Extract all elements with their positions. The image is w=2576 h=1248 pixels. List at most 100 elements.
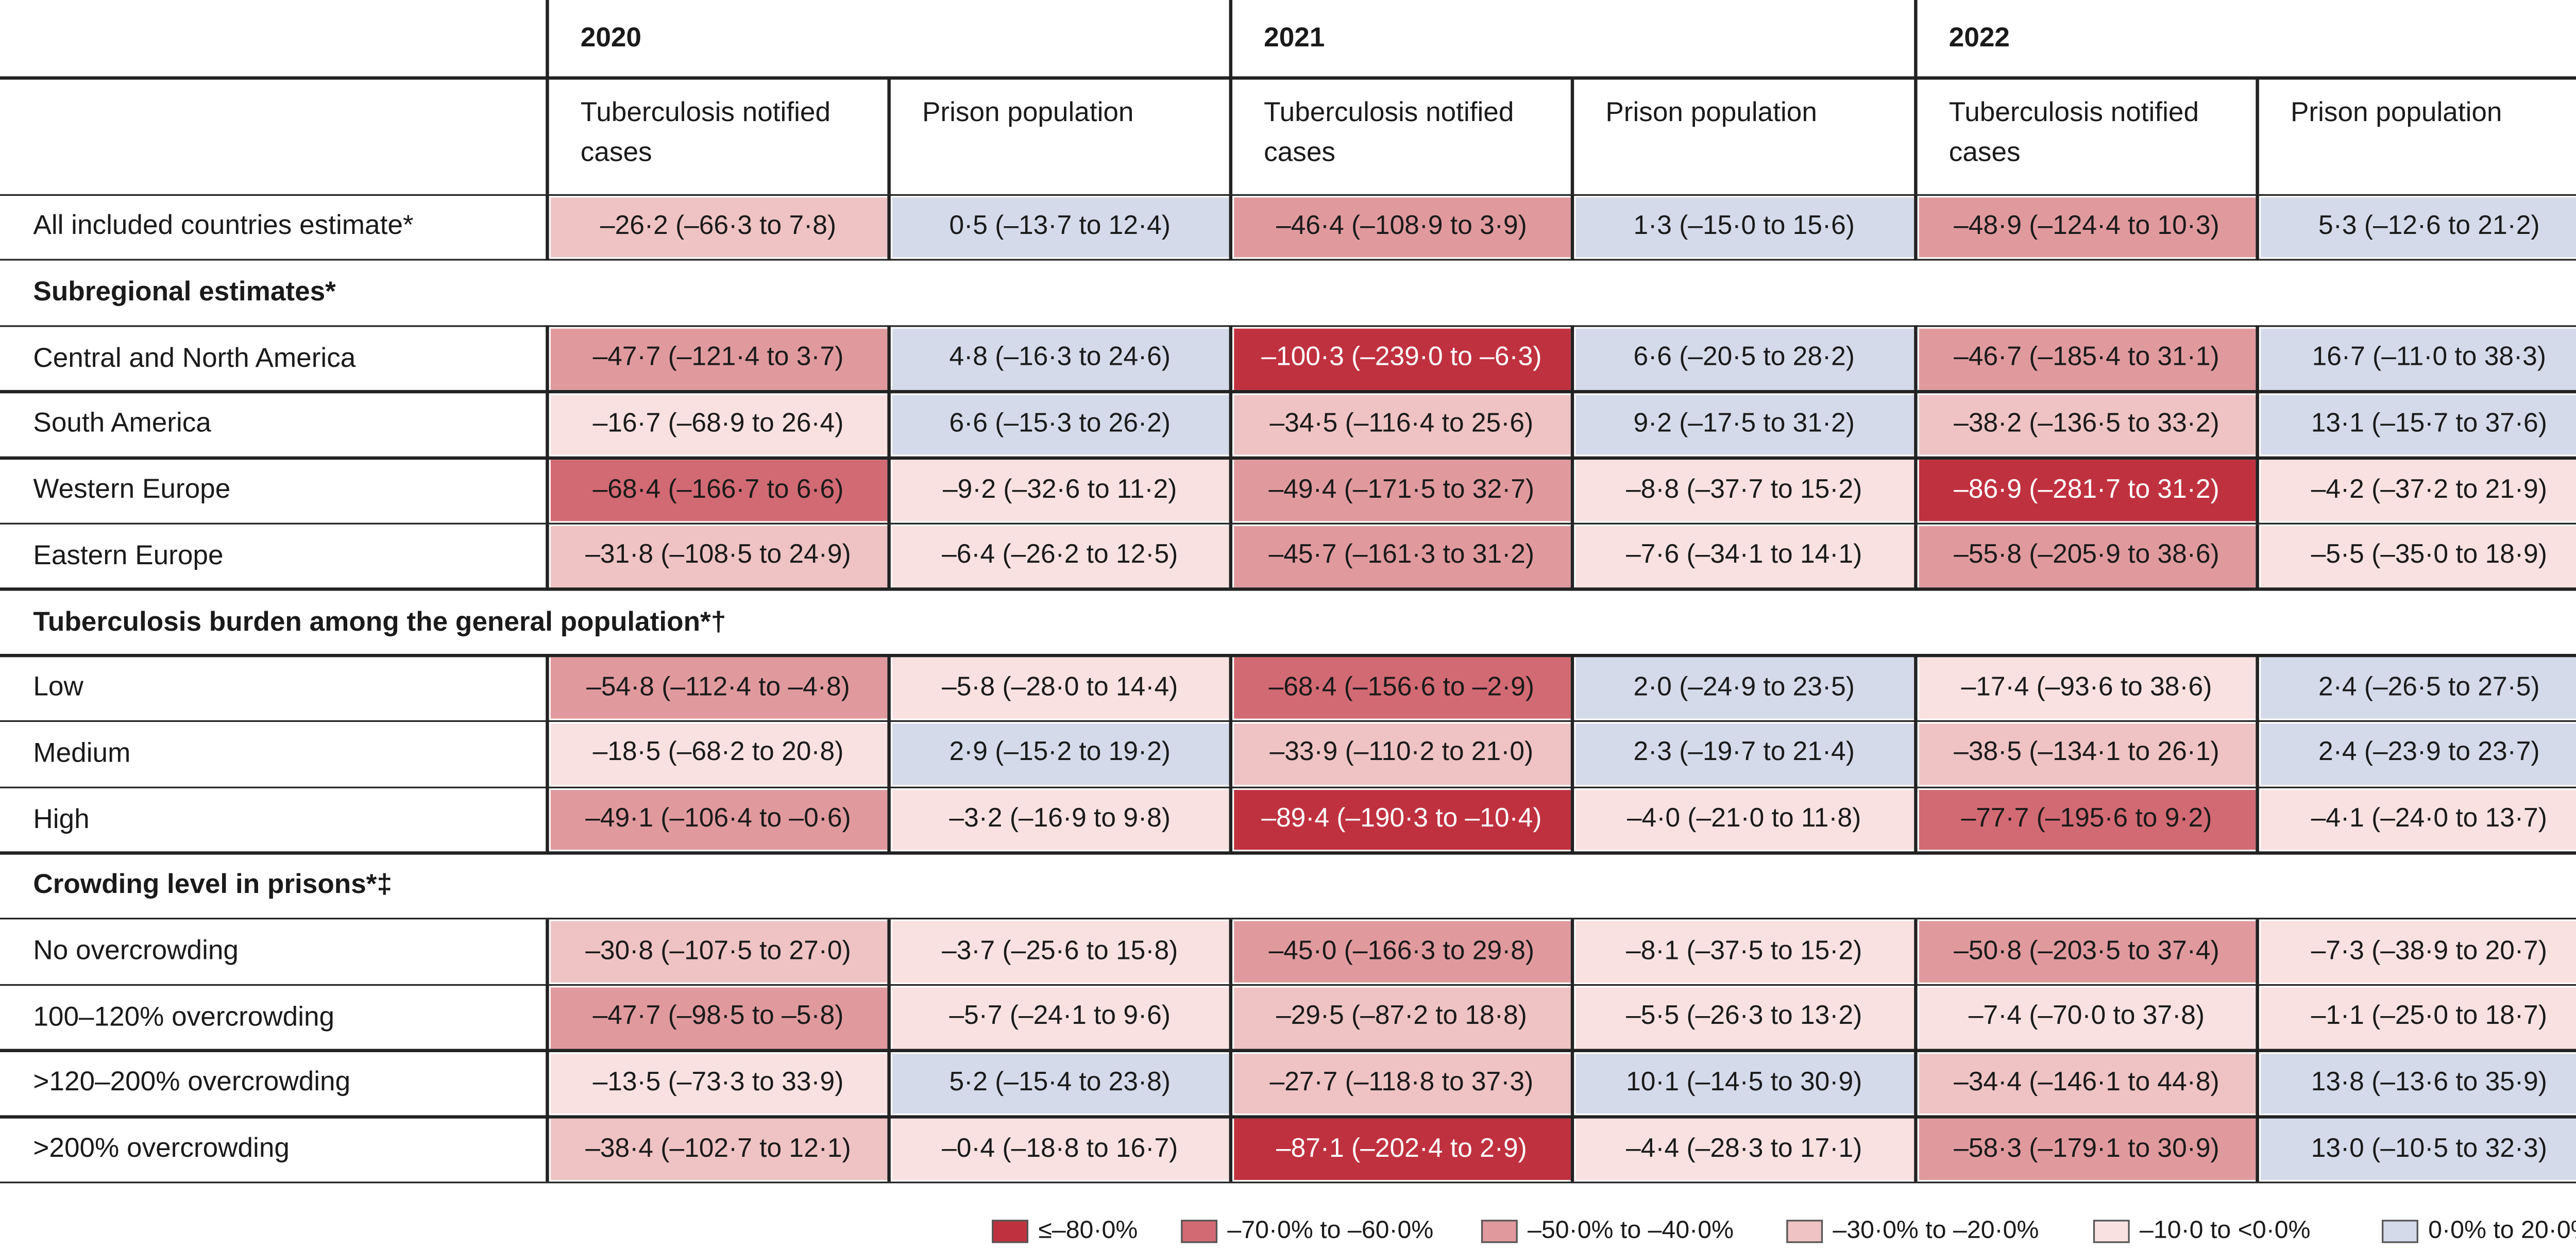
row-label: High	[33, 804, 90, 834]
column-border	[1914, 524, 1917, 589]
column-border	[1914, 194, 1917, 260]
value-cell: –7·6 (–34·1 to 14·1)	[1574, 526, 1913, 587]
column-border	[888, 919, 891, 985]
value-cell: –5·5 (–26·3 to 13·2)	[1574, 987, 1913, 1049]
value-cell: –27·7 (–118·8 to 37·3)	[1233, 1053, 1570, 1115]
row-border	[0, 588, 2576, 591]
column-border	[888, 458, 891, 524]
year-header: 2020	[580, 23, 641, 54]
column-border	[546, 78, 549, 194]
year-header: 2021	[1264, 23, 1325, 54]
column-header: Tuberculosis notified cases	[1264, 98, 1514, 168]
value-cell: –26·2 (–66·3 to 7·8)	[550, 196, 887, 258]
column-border	[2256, 655, 2259, 721]
value-cell: 2·4 (–26·5 to 27·5)	[2260, 657, 2576, 719]
column-border	[1571, 458, 1574, 524]
column-border	[546, 1051, 549, 1117]
value-cell: –100·3 (–239·0 to –6·3)	[1233, 328, 1570, 390]
row-label: 100–120% overcrowding	[33, 1002, 335, 1032]
value-cell: –31·8 (–108·5 to 24·9)	[550, 526, 887, 587]
value-cell: 6·6 (–15·3 to 26·2)	[891, 394, 1228, 456]
column-border	[1571, 326, 1574, 392]
column-border	[1229, 0, 1232, 78]
column-border	[1914, 392, 1917, 458]
value-cell: 10·1 (–14·5 to 30·9)	[1574, 1053, 1913, 1115]
column-border	[888, 326, 891, 392]
column-border	[1914, 326, 1917, 392]
value-cell: –68·4 (–156·6 to –2·9)	[1233, 657, 1570, 719]
column-border	[888, 392, 891, 458]
column-border	[1914, 919, 1917, 985]
column-border	[888, 1116, 891, 1183]
row-label: No overcrowding	[33, 936, 239, 966]
row-border	[0, 654, 2576, 657]
legend-swatch	[992, 1220, 1029, 1243]
value-cell: –5·7 (–24·1 to 9·6)	[891, 987, 1228, 1049]
column-border	[1571, 721, 1574, 787]
value-cell: 2·0 (–24·9 to 23·5)	[1574, 657, 1913, 719]
column-border	[2256, 78, 2259, 194]
column-border	[546, 524, 549, 589]
row-border	[0, 76, 2576, 79]
legend-label: –50·0% to –40·0%	[1528, 1216, 1734, 1245]
column-border	[1229, 655, 1232, 721]
column-border	[888, 1051, 891, 1117]
column-border	[546, 326, 549, 392]
value-cell: 6·6 (–20·5 to 28·2)	[1574, 328, 1913, 390]
value-cell: –54·8 (–112·4 to –4·8)	[550, 657, 887, 719]
column-border	[546, 1116, 549, 1183]
value-cell: –6·4 (–26·2 to 12·5)	[891, 526, 1228, 587]
column-border	[888, 985, 891, 1051]
row-border	[0, 1115, 2576, 1118]
legend-swatch	[1786, 1220, 1823, 1243]
value-cell: 16·7 (–11·0 to 38·3)	[2260, 328, 2576, 390]
value-cell: –89·4 (–190·3 to –10·4)	[1233, 789, 1570, 851]
row-border	[0, 786, 2576, 789]
column-border	[2256, 194, 2259, 260]
value-cell: –9·2 (–32·6 to 11·2)	[891, 460, 1228, 521]
value-cell: –5·5 (–35·0 to 18·9)	[2260, 526, 2576, 587]
row-border	[0, 522, 2576, 525]
column-border	[888, 787, 891, 853]
value-cell: –46·4 (–108·9 to 3·9)	[1233, 196, 1570, 258]
value-cell: –4·1 (–24·0 to 13·7)	[2260, 789, 2576, 851]
legend-label: 0·0% to 20·0%	[2428, 1216, 2576, 1245]
value-cell: 2·9 (–15·2 to 19·2)	[891, 723, 1228, 785]
value-cell: 5·3 (–12·6 to 21·2)	[2260, 196, 2576, 258]
column-border	[1914, 787, 1917, 853]
value-cell: –7·4 (–70·0 to 37·8)	[1918, 987, 2255, 1049]
value-cell: 13·1 (–15·7 to 37·6)	[2260, 394, 2576, 456]
value-cell: –87·1 (–202·4 to 2·9)	[1233, 1119, 1570, 1180]
column-border	[2256, 392, 2259, 458]
value-cell: –17·4 (–93·6 to 38·6)	[1918, 657, 2255, 719]
row-label: Low	[33, 672, 83, 703]
column-border	[1229, 326, 1232, 392]
column-border	[1229, 985, 1232, 1051]
value-cell: –4·2 (–37·2 to 21·9)	[2260, 460, 2576, 521]
value-cell: –18·5 (–68·2 to 20·8)	[550, 723, 887, 785]
column-header: Prison population	[2290, 98, 2502, 128]
column-border	[1571, 1116, 1574, 1183]
row-border	[0, 1049, 2576, 1052]
column-border	[1229, 1051, 1232, 1117]
value-cell: –38·5 (–134·1 to 26·1)	[1918, 723, 2255, 785]
row-border	[0, 852, 2576, 854]
column-border	[2256, 721, 2259, 787]
value-cell: 0·5 (–13·7 to 12·4)	[891, 196, 1228, 258]
column-border	[1229, 524, 1232, 589]
row-border	[0, 1181, 2576, 1184]
value-cell: –29·5 (–87·2 to 18·8)	[1233, 987, 1570, 1049]
value-cell: –49·1 (–106·4 to –0·6)	[550, 789, 887, 851]
value-cell: –34·4 (–146·1 to 44·8)	[1918, 1053, 2255, 1115]
column-border	[1571, 985, 1574, 1051]
column-border	[2256, 985, 2259, 1051]
value-cell: –68·4 (–166·7 to 6·6)	[550, 460, 887, 521]
column-border	[1914, 1051, 1917, 1117]
column-border	[546, 458, 549, 524]
value-cell: –47·7 (–98·5 to –5·8)	[550, 987, 887, 1049]
value-cell: 13·0 (–10·5 to 32·3)	[2260, 1119, 2576, 1180]
column-border	[1229, 458, 1232, 524]
row-border	[0, 917, 2576, 920]
